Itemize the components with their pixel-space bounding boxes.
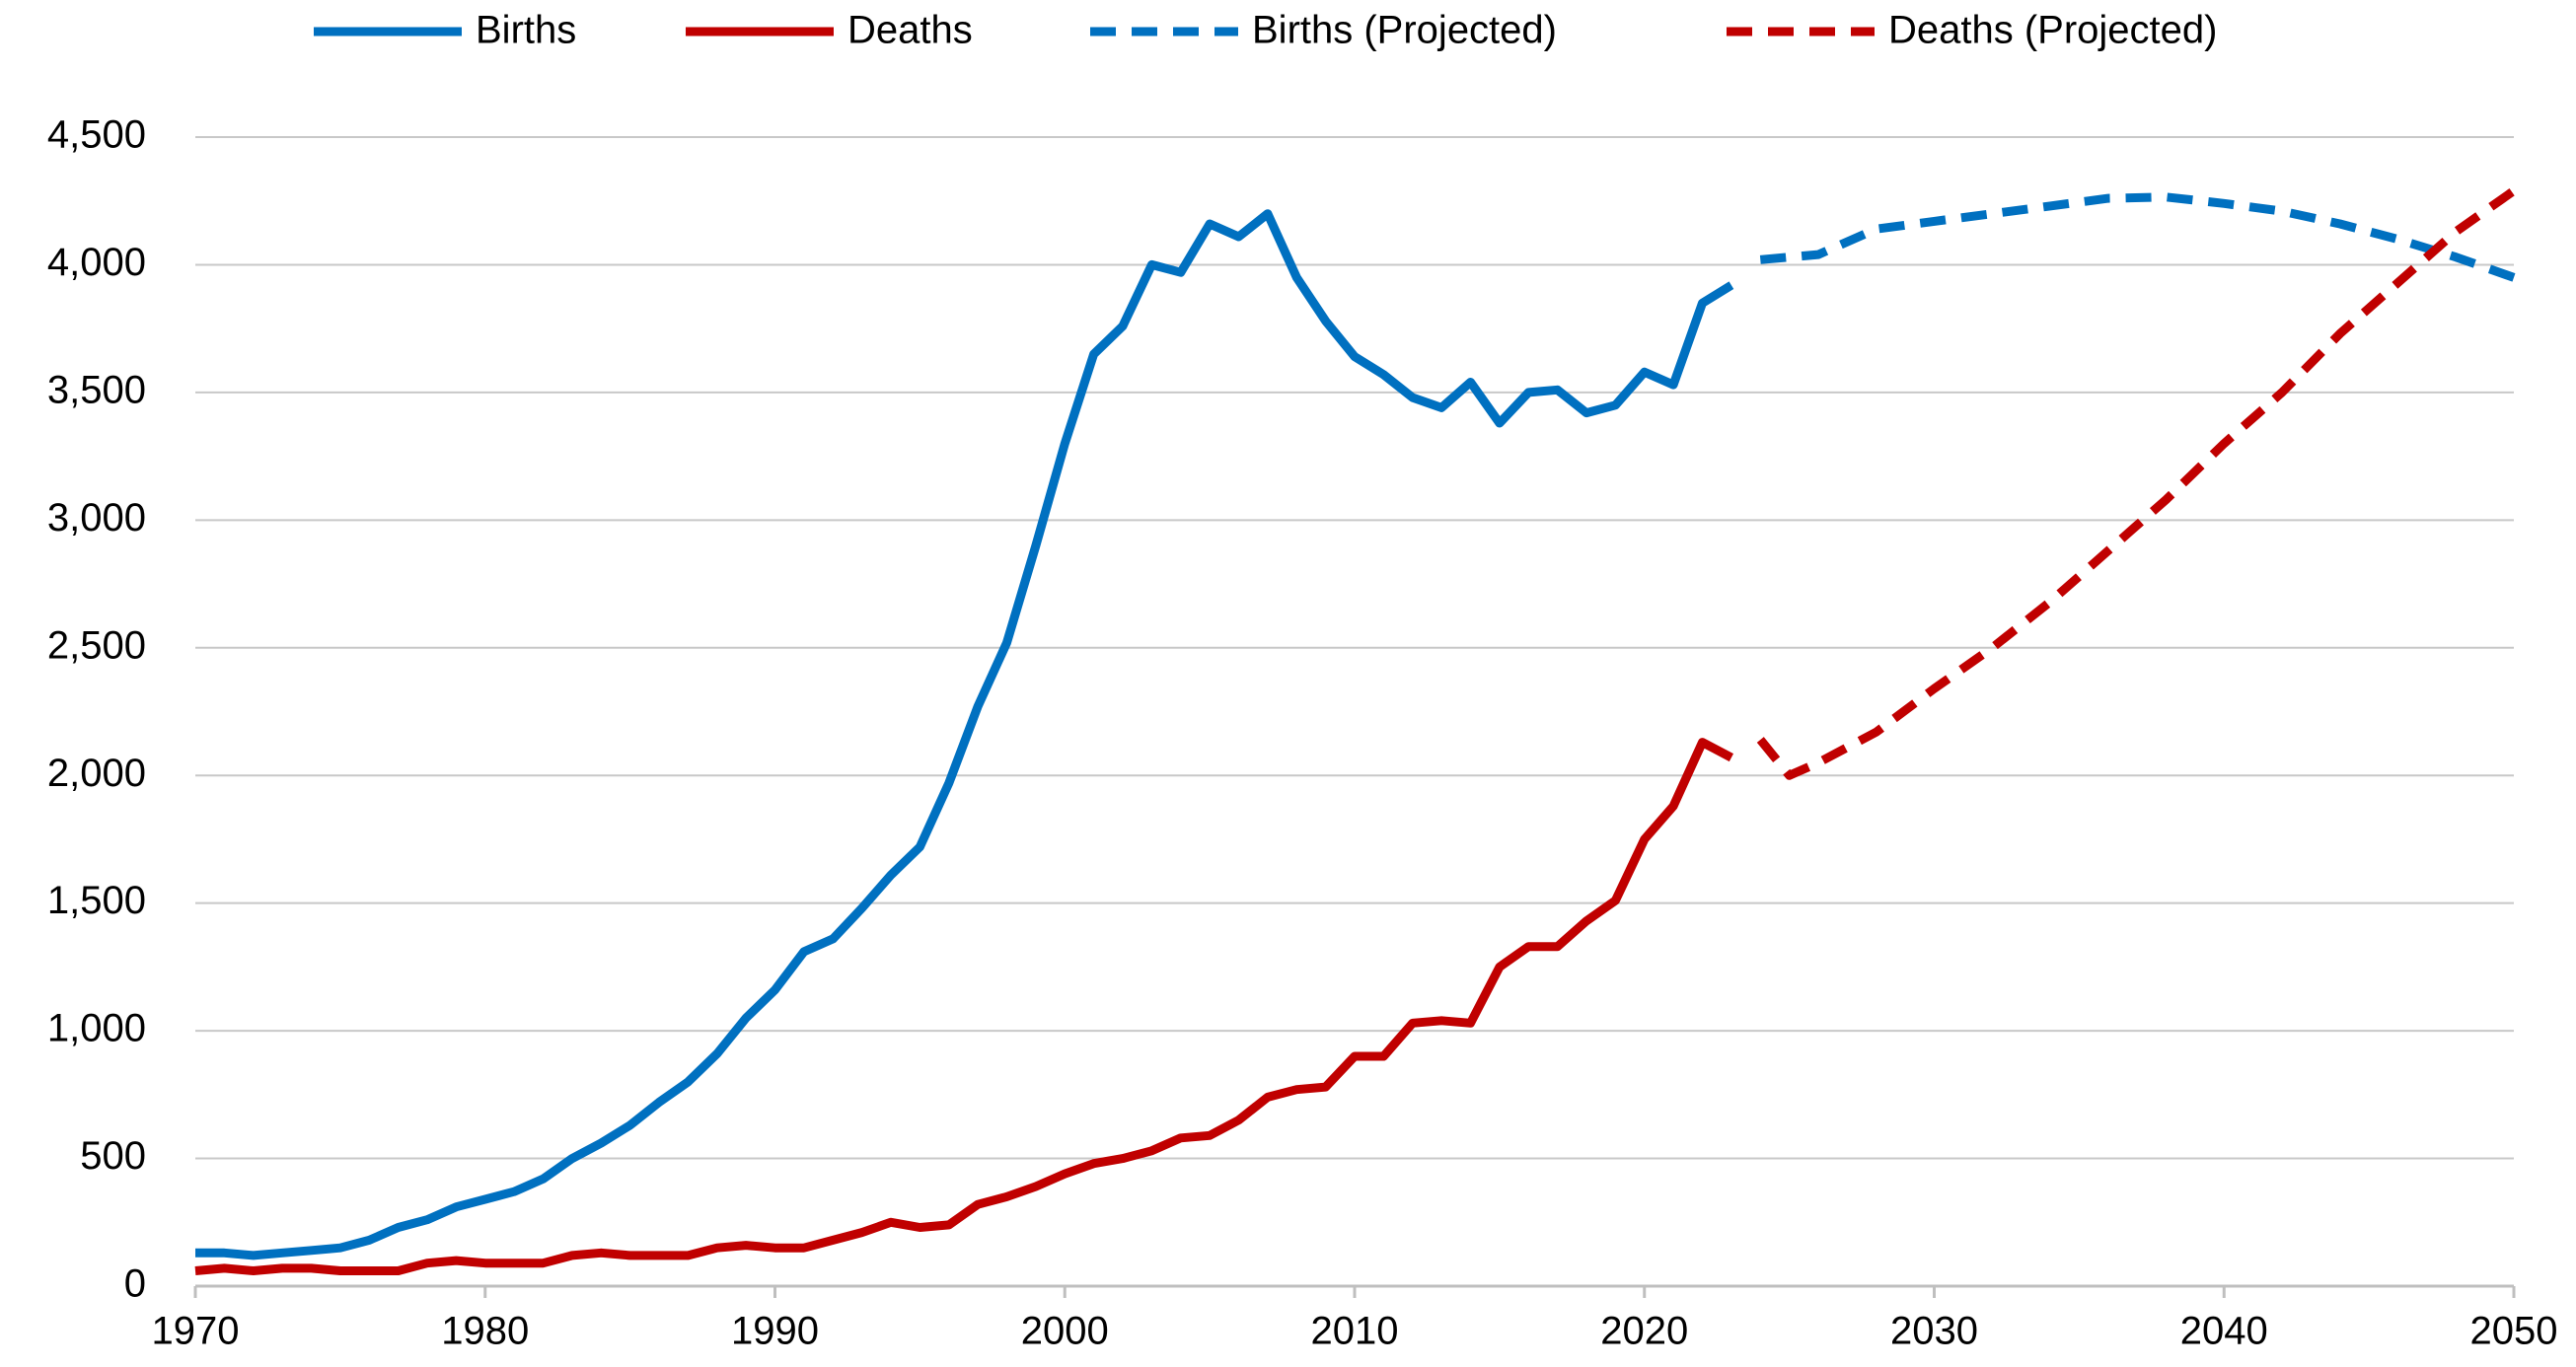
x-tick-label: 1970	[152, 1310, 240, 1353]
legend-label: Births	[476, 9, 576, 52]
legend-label: Deaths (Projected)	[1888, 9, 2217, 52]
y-tick-label: 4,500	[47, 113, 146, 157]
y-tick-label: 0	[124, 1262, 146, 1306]
y-tick-label: 4,000	[47, 241, 146, 284]
y-tick-label: 2,000	[47, 752, 146, 795]
x-tick-label: 2040	[2180, 1310, 2268, 1353]
x-tick-label: 2050	[2470, 1310, 2558, 1353]
legend-label: Deaths	[847, 9, 973, 52]
y-tick-label: 3,000	[47, 496, 146, 540]
series-line	[195, 209, 1734, 1260]
legend-label: Births (Projected)	[1252, 9, 1557, 52]
y-tick-label: 1,500	[47, 879, 146, 922]
x-tick-label: 2000	[1021, 1310, 1109, 1353]
x-tick-label: 1980	[441, 1310, 529, 1353]
series-line	[1759, 192, 2516, 282]
y-tick-label: 2,500	[47, 623, 146, 667]
x-tick-label: 1990	[731, 1310, 819, 1353]
y-tick-label: 1,000	[47, 1007, 146, 1050]
series-line	[194, 738, 1733, 1275]
x-tick-label: 2020	[1600, 1310, 1688, 1353]
series-line	[1756, 186, 2517, 780]
y-tick-label: 3,500	[47, 368, 146, 411]
y-tick-label: 500	[80, 1134, 146, 1178]
x-tick-label: 2010	[1311, 1310, 1399, 1353]
x-tick-label: 2030	[1890, 1310, 1978, 1353]
